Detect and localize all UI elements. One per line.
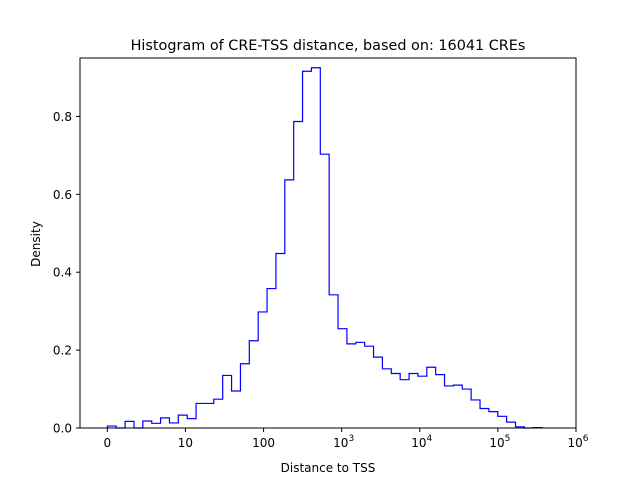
- y-tick-label: 0.6: [53, 188, 72, 202]
- y-tick-label: 0.0: [53, 422, 72, 436]
- plot-area: [79, 57, 577, 429]
- x-tick-label: 100: [252, 436, 275, 450]
- x-axis-label: Distance to TSS: [281, 461, 376, 475]
- y-tick-label: 0.2: [53, 344, 72, 358]
- chart-title: Histogram of CRE-TSS distance, based on:…: [131, 38, 526, 54]
- y-tick-label: 0.4: [53, 266, 72, 280]
- x-tick-label: 0: [104, 436, 112, 450]
- y-axis-label: Density: [29, 221, 43, 267]
- axes-frame: [79, 57, 577, 429]
- x-tick-label: 10: [178, 436, 193, 450]
- y-tick-label: 0.8: [53, 110, 72, 124]
- y-axis: 0.0 0.2 0.4 0.6 0.8: [53, 110, 80, 436]
- histogram-outline: [106, 67, 543, 429]
